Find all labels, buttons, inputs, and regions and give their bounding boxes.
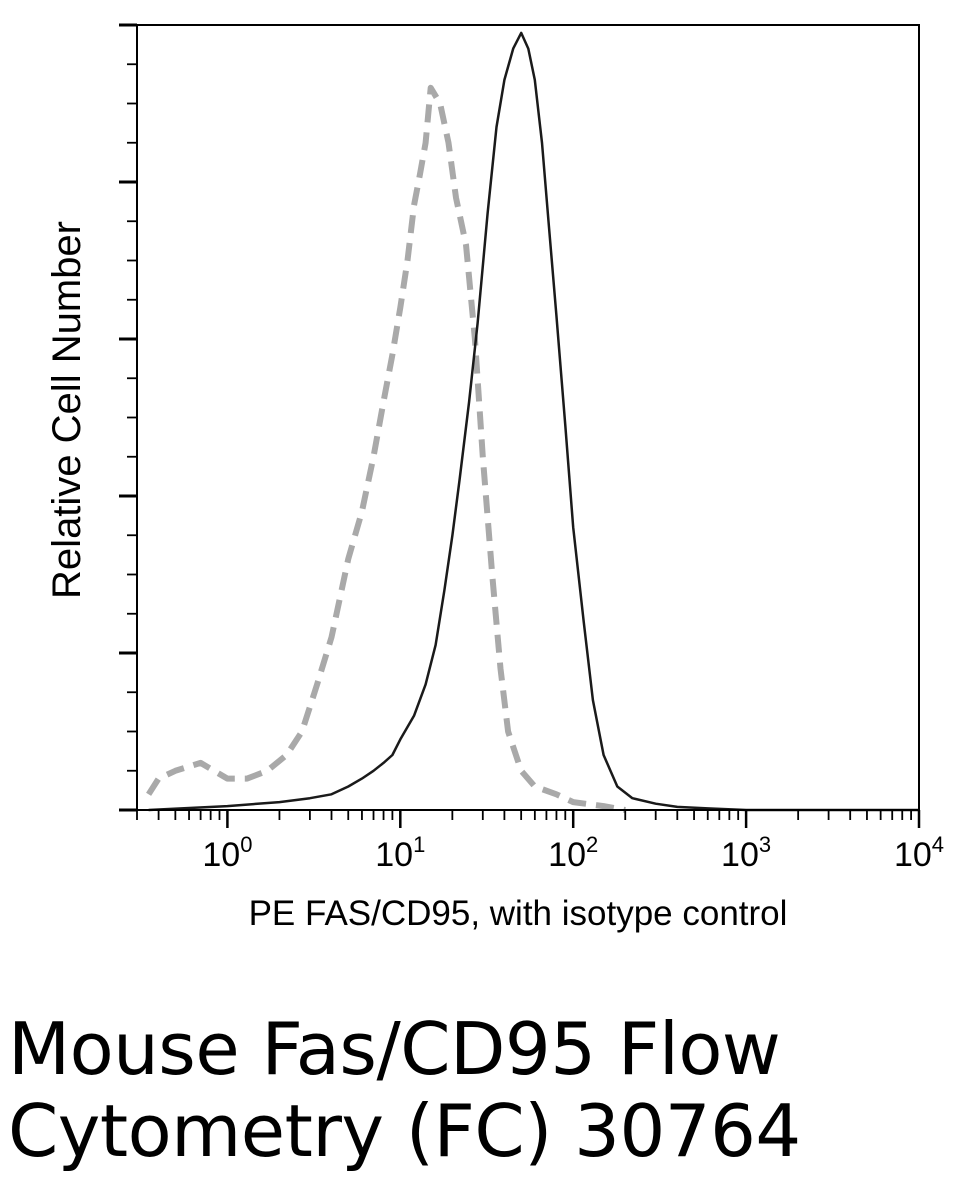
x-tick-exponent: 2 [586, 832, 598, 857]
x-tick-base: 10 [202, 836, 240, 874]
y-axis-label: Relative Cell Number [45, 221, 89, 599]
x-tick-label: 103 [721, 832, 771, 874]
plot-frame [136, 24, 920, 811]
caption-line-2: Cytometry (FC) 30764 [8, 1089, 801, 1173]
caption-line-1: Mouse Fas/CD95 Flow [8, 1007, 781, 1091]
chart-background [0, 0, 960, 960]
x-tick-base: 10 [721, 836, 759, 874]
x-axis-label: PE FAS/CD95, with isotype control [249, 894, 788, 933]
tick-labels: 100 101 102 103 104 [202, 832, 944, 874]
x-tick-exponent: 0 [240, 832, 252, 857]
x-tick-exponent: 3 [759, 832, 771, 857]
x-tick-label: 101 [375, 832, 425, 874]
histogram-chart: 100 101 102 103 104 PE FAS/CD95, with isotyp… [0, 0, 960, 960]
x-tick-exponent: 4 [932, 832, 944, 857]
x-tick-base: 10 [548, 836, 586, 874]
isotype-control-histogram [146, 84, 626, 813]
plot-area [146, 31, 919, 813]
x-tick-exponent: 1 [413, 832, 425, 857]
x-tick-label: 102 [548, 832, 598, 874]
x-tick-base: 10 [894, 836, 932, 874]
x-tick-label: 104 [894, 832, 944, 874]
stained-histogram [148, 31, 919, 812]
x-tick-base: 10 [375, 836, 413, 874]
axis-ticks [119, 23, 921, 828]
x-tick-label: 100 [202, 832, 252, 874]
figure-caption: Mouse Fas/CD95 Flow Cytometry (FC) 30764 [8, 1008, 948, 1172]
